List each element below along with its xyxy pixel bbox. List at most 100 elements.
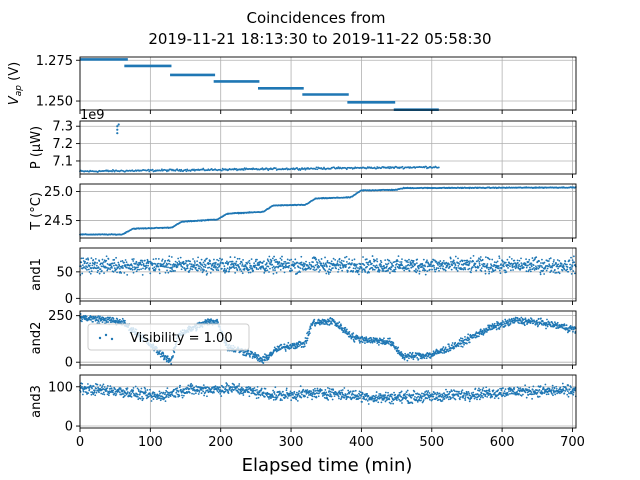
- data-point: [412, 356, 414, 359]
- data-point: [187, 264, 189, 266]
- data-point: [341, 329, 344, 332]
- data-point: [87, 257, 89, 260]
- data-point: [100, 386, 103, 389]
- data-point: [183, 388, 186, 391]
- data-point: [531, 268, 534, 270]
- data-point: [257, 355, 260, 357]
- data-point: [238, 257, 241, 260]
- data-point: [570, 256, 572, 259]
- data-point: [125, 266, 128, 269]
- data-point: [446, 264, 449, 267]
- data-point: [202, 265, 205, 268]
- data-point: [337, 271, 339, 273]
- data-point: [539, 273, 542, 276]
- data-point: [159, 399, 162, 402]
- data-point: [106, 390, 108, 392]
- data-point: [545, 321, 548, 324]
- data-point: [140, 264, 143, 266]
- data-point: [568, 259, 571, 262]
- data-point: [249, 356, 251, 358]
- data-point: [424, 265, 426, 268]
- data-point: [441, 261, 444, 264]
- data-point: [545, 327, 547, 330]
- data-point: [339, 264, 342, 266]
- data-point: [411, 351, 414, 354]
- data-point: [118, 391, 121, 394]
- data-point: [179, 384, 181, 387]
- data-point: [500, 263, 502, 266]
- data-point: [216, 258, 218, 261]
- data-point: [504, 318, 507, 321]
- data-point: [573, 261, 576, 264]
- data-point: [345, 255, 348, 258]
- data-point: [135, 270, 138, 273]
- data-point: [178, 394, 181, 397]
- data-point: [145, 264, 148, 267]
- data-point: [532, 264, 535, 267]
- data-point: [314, 324, 317, 327]
- data-point: [235, 168, 238, 170]
- data-point: [335, 267, 338, 270]
- data-point: [100, 270, 103, 272]
- data-point: [412, 358, 415, 361]
- data-point: [102, 261, 105, 263]
- data-point: [204, 264, 207, 267]
- data-point: [116, 125, 119, 128]
- data-point: [131, 258, 134, 261]
- data-point: [484, 256, 487, 259]
- data-point: [326, 259, 329, 262]
- data-point: [561, 269, 564, 272]
- data-point: [324, 256, 326, 259]
- data-point: [312, 265, 315, 268]
- data-point: [111, 170, 113, 173]
- data-point: [238, 266, 241, 269]
- data-point: [565, 324, 568, 327]
- data-point: [518, 322, 521, 325]
- data-point: [89, 262, 92, 265]
- data-point: [182, 260, 185, 263]
- data-point: [243, 167, 246, 170]
- data-point: [369, 339, 371, 342]
- data-point: [403, 357, 406, 359]
- data-point: [136, 268, 139, 271]
- data-point: [542, 324, 545, 326]
- data-point: [540, 322, 543, 325]
- data-point: [520, 316, 523, 319]
- data-point: [199, 265, 201, 268]
- data-point: [168, 260, 171, 263]
- data-point: [363, 264, 366, 267]
- data-point: [448, 263, 451, 266]
- data-point: [328, 268, 331, 271]
- data-point: [332, 267, 334, 269]
- data-point: [151, 168, 154, 171]
- data-point: [496, 260, 499, 263]
- data-point: [400, 261, 403, 263]
- data-point: [534, 265, 537, 268]
- data-point: [157, 258, 160, 260]
- data-point: [316, 263, 319, 266]
- data-point: [153, 266, 156, 269]
- data-point: [409, 351, 412, 354]
- data-point: [345, 330, 348, 333]
- data-point: [98, 272, 101, 275]
- data-point: [401, 264, 404, 267]
- data-point: [263, 271, 266, 274]
- data-point: [435, 267, 438, 269]
- data-point: [271, 257, 274, 260]
- data-point: [410, 266, 413, 269]
- data-point: [154, 263, 157, 265]
- data-point: [557, 267, 559, 270]
- data-point: [90, 257, 93, 259]
- data-point: [275, 258, 277, 261]
- data-point: [144, 390, 147, 392]
- data-point: [188, 391, 191, 394]
- data-point: [182, 394, 185, 397]
- data-point: [444, 346, 447, 349]
- data-point: [220, 169, 223, 172]
- data-point: [377, 266, 380, 269]
- data-point: [121, 264, 124, 267]
- data-point: [478, 262, 481, 265]
- data-point: [81, 382, 84, 385]
- data-point: [569, 266, 572, 269]
- data-point: [488, 272, 490, 275]
